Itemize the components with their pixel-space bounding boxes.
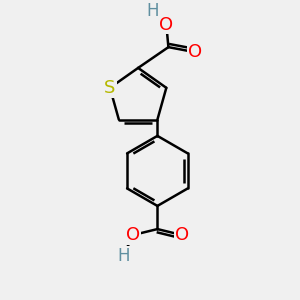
Text: H: H: [117, 247, 130, 265]
Text: O: O: [188, 43, 202, 61]
Text: O: O: [126, 226, 140, 244]
Text: S: S: [104, 79, 116, 97]
Text: H: H: [147, 2, 159, 20]
Text: O: O: [159, 16, 173, 34]
Text: O: O: [175, 226, 189, 244]
